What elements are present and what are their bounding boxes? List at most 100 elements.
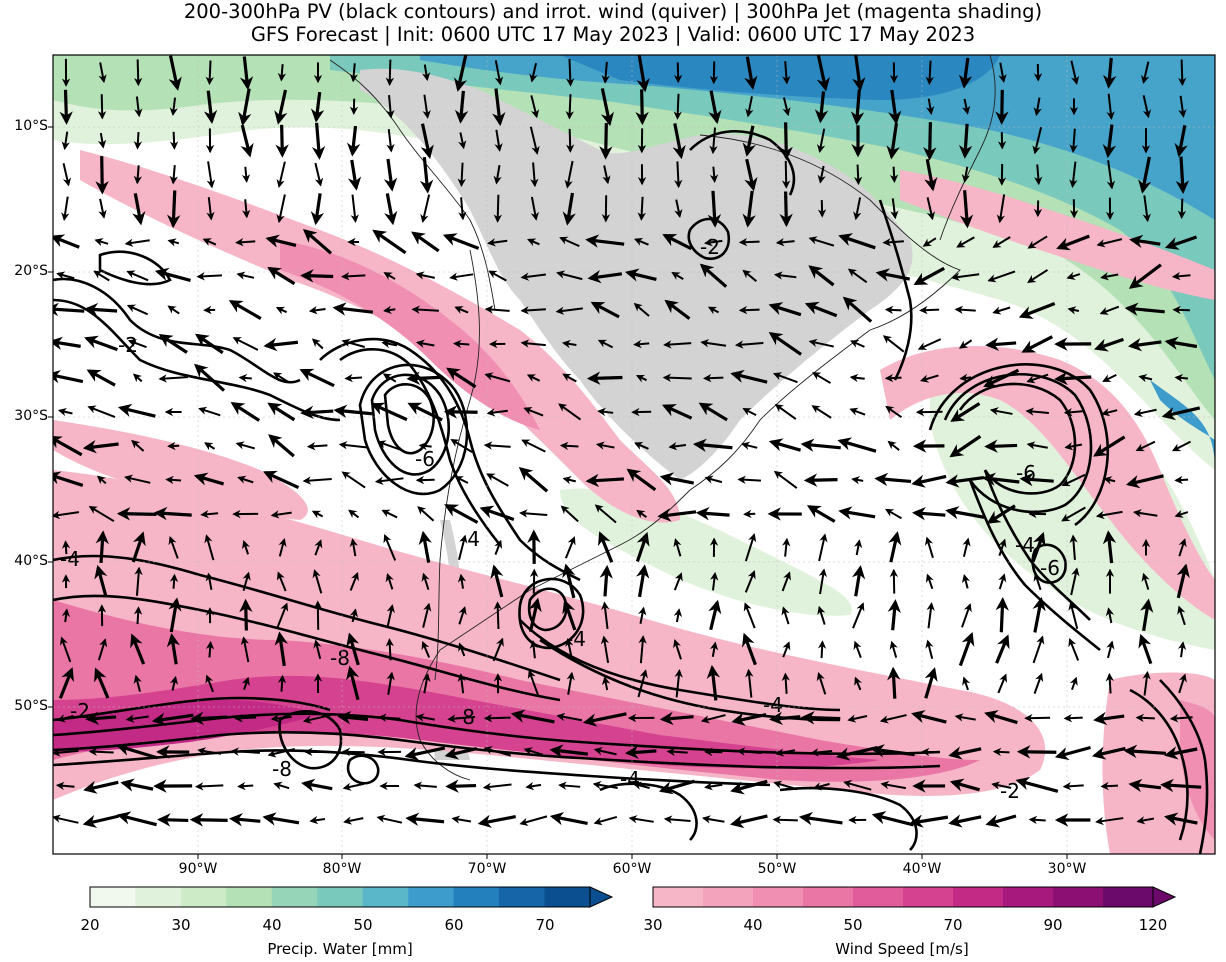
wind-arrow bbox=[1178, 95, 1187, 118]
wind-arrow bbox=[238, 373, 252, 383]
wind-arrow bbox=[453, 339, 470, 349]
wind-arrow bbox=[1129, 234, 1161, 249]
wind-arrow bbox=[781, 606, 790, 625]
wind-arrow bbox=[165, 475, 182, 485]
wind-arrow bbox=[206, 161, 216, 189]
wind-arrow bbox=[962, 676, 971, 691]
wind-arrow bbox=[347, 159, 362, 191]
wind-arrow bbox=[93, 270, 110, 282]
wind-arrow bbox=[520, 272, 546, 281]
wind-arrow bbox=[672, 123, 686, 160]
wind-arrow bbox=[889, 166, 899, 184]
wind-arrow bbox=[311, 338, 324, 350]
wind-arrow bbox=[812, 782, 830, 791]
wind-arrow bbox=[529, 640, 539, 659]
wind-arrow bbox=[582, 712, 627, 727]
wind-arrow bbox=[57, 407, 73, 417]
wind-arrow bbox=[134, 96, 143, 118]
wind-arrow bbox=[633, 339, 650, 349]
wind-arrow bbox=[132, 192, 146, 226]
wind-arrow bbox=[949, 778, 981, 792]
wind-arrow bbox=[565, 637, 574, 661]
wind-arrow bbox=[1102, 374, 1117, 382]
wind-arrow bbox=[851, 476, 864, 485]
wind-arrow bbox=[701, 815, 725, 824]
wind-arrow bbox=[341, 338, 366, 348]
wind-arrow bbox=[961, 98, 971, 115]
wind-arrow bbox=[926, 602, 935, 629]
wind-arrow bbox=[852, 55, 866, 92]
wind-arrow bbox=[657, 508, 697, 522]
wind-arrow bbox=[843, 780, 872, 791]
wind-arrow bbox=[306, 441, 328, 451]
wind-arrow bbox=[190, 711, 228, 726]
wind-arrow bbox=[53, 370, 84, 384]
wind-arrow bbox=[382, 373, 397, 383]
wind-arrow bbox=[958, 57, 973, 89]
wind-arrow bbox=[124, 238, 150, 247]
wind-arrow bbox=[700, 714, 726, 724]
wind-arrow bbox=[420, 123, 434, 159]
wind-arrow bbox=[275, 124, 289, 158]
wind-arrow bbox=[1135, 713, 1155, 723]
wind-arrow bbox=[624, 745, 657, 759]
wind-arrow bbox=[341, 471, 366, 489]
wind-arrow bbox=[1177, 641, 1187, 658]
wind-arrow bbox=[1027, 235, 1048, 249]
wind-arrow bbox=[447, 714, 476, 723]
wind-arrow bbox=[1138, 156, 1152, 194]
wind-arrow bbox=[53, 814, 79, 824]
wind-arrow bbox=[961, 166, 971, 183]
wind-arrow bbox=[97, 94, 107, 120]
wind-arrow bbox=[241, 676, 250, 691]
wind-arrow bbox=[445, 779, 477, 793]
wind-arrow bbox=[340, 272, 366, 281]
wind-arrow bbox=[1136, 816, 1155, 825]
wind-arrow bbox=[404, 746, 446, 761]
wind-arrow bbox=[887, 599, 902, 631]
map-frame bbox=[52, 54, 1216, 855]
wind-arrow bbox=[61, 196, 70, 222]
wind-arrow bbox=[673, 538, 682, 557]
wind-arrow bbox=[674, 668, 683, 698]
wind-arrow bbox=[853, 164, 863, 186]
precip-colorbar-tick: 20 bbox=[80, 916, 100, 934]
wind-arrow bbox=[299, 368, 335, 388]
wind-arrow bbox=[887, 440, 900, 451]
wind-arrow bbox=[457, 573, 467, 589]
wind-arrow bbox=[234, 713, 257, 723]
lat-tick-label: 30°S bbox=[14, 408, 48, 424]
wind-arrow bbox=[703, 238, 723, 247]
wind-arrow bbox=[374, 476, 404, 486]
wind-arrow bbox=[346, 632, 360, 666]
wind-arrow bbox=[493, 194, 503, 223]
wind-arrow bbox=[853, 640, 862, 659]
wind-arrow bbox=[911, 474, 947, 488]
wind-arrow bbox=[850, 340, 865, 348]
wind-arrow bbox=[1062, 781, 1084, 791]
wind-arrow bbox=[82, 440, 119, 454]
lon-tick-label: 90°W bbox=[178, 861, 218, 877]
colorbar-segment bbox=[408, 887, 455, 907]
wind-arrow bbox=[706, 664, 721, 701]
wind-arrow bbox=[166, 633, 181, 665]
wind-arrow bbox=[1056, 234, 1090, 251]
wind-arrow bbox=[276, 571, 287, 592]
wind-arrow bbox=[132, 373, 143, 383]
wind-arrow bbox=[871, 811, 915, 827]
wind-colorbar bbox=[652, 886, 1177, 908]
wind-arrow bbox=[1164, 746, 1198, 760]
wind-arrow bbox=[405, 812, 445, 826]
wind-arrow bbox=[450, 439, 473, 453]
wind-arrow bbox=[997, 673, 1007, 694]
wind-arrow bbox=[1171, 440, 1192, 452]
precip-colorbar-tick: 40 bbox=[262, 916, 282, 934]
wind-arrow bbox=[995, 597, 1009, 633]
wind-arrow bbox=[383, 272, 396, 281]
wind-arrow bbox=[738, 237, 760, 247]
wind-arrow bbox=[849, 407, 866, 416]
wind-arrow bbox=[695, 506, 730, 521]
wind-arrow bbox=[133, 674, 142, 692]
wind-arrow bbox=[633, 302, 650, 317]
wind-arrow bbox=[62, 162, 72, 187]
